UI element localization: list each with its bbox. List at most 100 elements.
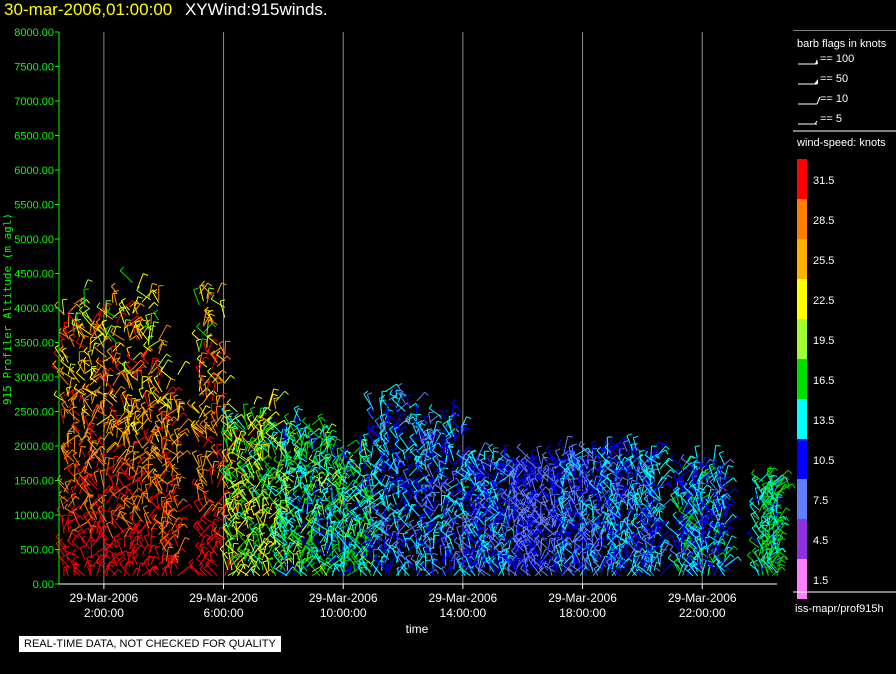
wind-barb [325,432,328,445]
wind-barb [241,436,255,450]
wind-barb-flag [267,480,271,486]
wind-barb [301,468,313,479]
wind-barb [279,470,294,483]
wind-barb-flag [96,520,101,525]
wind-barb-flag [136,506,141,512]
wind-barb [133,528,143,535]
wind-barb [89,565,91,576]
wind-barb [301,461,314,470]
wind-barb [391,450,399,462]
wind-barb [86,566,93,576]
wind-barb [132,495,138,506]
wind-barb-flag [357,469,361,475]
wind-barb-flag [172,467,178,469]
wind-barb [234,416,246,430]
wind-barb-flag [119,463,125,468]
wind-barb [398,414,412,428]
wind-barb [384,543,397,558]
wind-barb-flag [400,413,406,415]
wind-barb [203,516,218,527]
wind-barb [199,285,204,302]
wind-barb [166,483,169,493]
wind-barb-flag [120,385,126,390]
wind-barb [381,513,393,525]
wind-barb-flag [210,419,216,423]
wind-barb [77,362,86,375]
wind-barb [147,464,150,480]
wind-barb-flag [455,477,460,483]
wind-barb [276,511,288,525]
wind-barb [241,434,246,445]
wind-barb [332,513,340,523]
wind-barb [207,336,218,346]
wind-barb [190,424,204,435]
wind-barb [103,422,106,432]
wind-barb [124,426,131,444]
wind-barb-flag [86,435,91,441]
wind-barb [211,530,213,541]
wind-barb-flag [184,537,190,540]
wind-barb [344,551,355,566]
wind-barb [145,315,150,325]
wind-barb-flag [352,518,358,522]
wind-barb [275,487,286,497]
wind-barb-flag [325,431,331,434]
wind-barb-flag [402,531,408,535]
wind-barb [67,540,75,547]
wind-barb [106,565,118,577]
wind-barb [124,422,131,434]
wind-barb [174,554,179,564]
wind-barb-flag [183,523,188,529]
wind-barb-flag [435,426,441,429]
wind-barb-flag [81,465,86,471]
wind-barb-flag [275,545,281,550]
wind-barb-flag [363,390,369,395]
wind-barb [383,439,390,453]
wind-barb-flag [220,299,226,302]
wind-barb [226,402,238,413]
wind-barb-flag [377,463,383,466]
wind-barb [416,446,423,461]
wind-barb [158,400,167,407]
wind-barb [144,434,152,443]
wind-barb [253,479,263,492]
wind-barb [262,422,265,438]
wind-barb [132,544,142,555]
wind-barb [76,328,86,339]
wind-barb-flag [64,503,68,509]
wind-barb-flag [419,512,425,517]
wind-barb [254,461,261,470]
wind-barb-flag [317,459,322,465]
wind-barb-flag [379,413,385,417]
wind-barb-flag [369,424,374,430]
wind-barb [96,554,108,565]
wind-barb-flag [153,374,159,379]
wind-barb [101,518,107,531]
wind-barb [96,437,102,446]
wind-barb [262,569,271,577]
wind-barb [354,518,362,529]
wind-barb-flag [149,406,155,408]
wind-barb-flag [368,524,373,529]
wind-barb [173,396,179,408]
wind-barb [79,326,92,336]
barb-group [186,280,242,577]
wind-barb-flag [290,508,294,514]
wind-barb-flag [241,414,245,419]
wind-barb [318,473,321,488]
wind-barb-flag [387,564,393,567]
wind-barb [379,455,386,466]
wind-barb-flag [376,522,381,528]
wind-barb [296,499,303,509]
wind-barb [194,483,204,490]
wind-barb [197,523,204,531]
wind-barb [286,496,294,503]
wind-barb-flag [114,517,119,522]
wind-barb [132,465,139,483]
wind-barb [349,549,361,565]
wind-barb-flag [410,554,414,560]
wind-barb-flag [276,507,281,512]
wind-barb [216,507,220,517]
wind-barb-flag [105,303,111,308]
wind-barb [321,545,325,557]
